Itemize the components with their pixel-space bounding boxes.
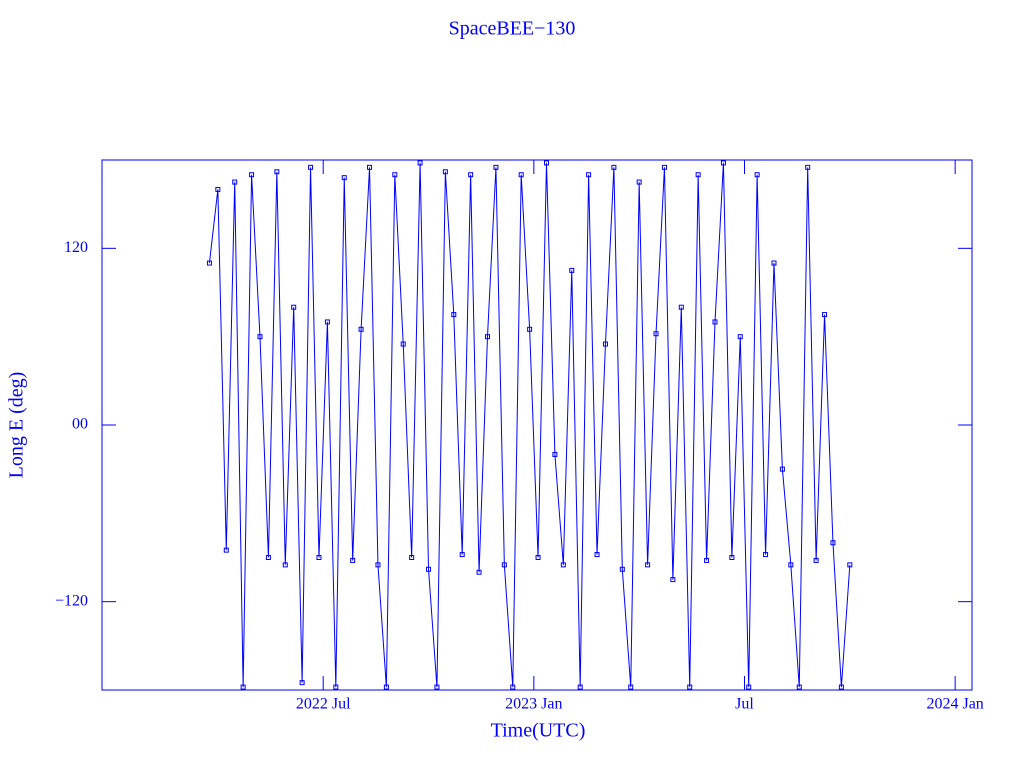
- data-point: [409, 555, 415, 560]
- data-point: [737, 334, 743, 340]
- data-point: [822, 312, 828, 318]
- x-tick-label: 2023 Jan: [505, 696, 562, 713]
- data-point: [560, 562, 566, 568]
- data-point: [543, 160, 549, 166]
- data-point: [417, 160, 423, 166]
- data-point: [367, 164, 373, 170]
- data-point: [476, 569, 482, 575]
- data-point: [653, 331, 659, 337]
- data-point: [830, 540, 836, 546]
- x-axis-label: Time(UTC): [491, 720, 586, 742]
- data-point: [484, 334, 490, 340]
- data-point: [586, 172, 592, 178]
- data-point: [249, 172, 255, 178]
- x-tick-label: Jul: [735, 696, 754, 713]
- data-point: [333, 684, 339, 690]
- data-point: [670, 577, 676, 583]
- data-point: [299, 680, 305, 686]
- data-point: [847, 562, 853, 568]
- data-point: [459, 552, 465, 558]
- data-point: [442, 169, 448, 175]
- data-point: [223, 547, 229, 553]
- data-point: [704, 557, 710, 563]
- data-point: [628, 684, 634, 690]
- data-point: [771, 260, 777, 266]
- y-tick-label: 120: [64, 239, 88, 256]
- data-point: [577, 684, 583, 690]
- data-point: [518, 172, 524, 178]
- data-point: [358, 326, 364, 332]
- data-point: [468, 172, 474, 178]
- data-point: [838, 684, 844, 690]
- data-line: [208, 162, 851, 688]
- y-tick-label: 00: [72, 416, 88, 433]
- data-point: [729, 555, 735, 560]
- data-point: [594, 552, 600, 558]
- data-point: [265, 555, 271, 560]
- data-point: [426, 566, 432, 572]
- data-point: [527, 326, 533, 332]
- data-point: [636, 179, 642, 185]
- chart-title: SpaceBEE−130: [449, 18, 576, 40]
- data-point: [206, 260, 212, 266]
- data-point: [383, 684, 389, 690]
- data-point: [493, 164, 499, 170]
- data-point: [788, 562, 794, 568]
- data-point: [308, 164, 314, 170]
- data-point: [754, 172, 760, 178]
- x-tick-label: 2022 Jul: [296, 696, 351, 713]
- data-point: [763, 552, 769, 558]
- y-axis-label: Long E (deg): [6, 372, 28, 479]
- data-point: [282, 562, 288, 568]
- data-point: [661, 164, 667, 170]
- data-point: [316, 555, 322, 560]
- y-tick-label: −120: [55, 592, 88, 609]
- data-point: [569, 267, 575, 273]
- data-point: [645, 562, 651, 568]
- data-point: [341, 175, 347, 181]
- data-point: [232, 179, 238, 185]
- data-point: [291, 304, 297, 310]
- plot-frame: [101, 159, 973, 691]
- data-point: [805, 164, 811, 170]
- data-point: [215, 186, 221, 192]
- data-point: [324, 319, 330, 325]
- data-point: [678, 304, 684, 310]
- data-point: [501, 562, 507, 568]
- data-point: [695, 172, 701, 178]
- data-point: [619, 566, 625, 572]
- data-point: [611, 164, 617, 170]
- data-point: [813, 557, 819, 563]
- data-point: [274, 169, 280, 175]
- data-point: [400, 341, 406, 347]
- data-point: [746, 684, 752, 690]
- data-point: [434, 684, 440, 690]
- data-point: [602, 341, 608, 347]
- data-point: [796, 684, 802, 690]
- data-point: [510, 684, 516, 690]
- data-point: [375, 562, 381, 568]
- x-tick-label: 2024 Jan: [926, 696, 983, 713]
- data-point: [535, 555, 541, 560]
- data-point: [779, 466, 785, 472]
- data-point: [451, 312, 457, 318]
- data-point: [712, 319, 718, 325]
- data-point: [552, 451, 558, 457]
- data-point: [687, 684, 693, 690]
- data-point: [720, 160, 726, 166]
- data-point: [257, 334, 263, 340]
- data-point: [350, 557, 356, 563]
- data-point: [392, 172, 398, 178]
- data-point: [240, 684, 246, 690]
